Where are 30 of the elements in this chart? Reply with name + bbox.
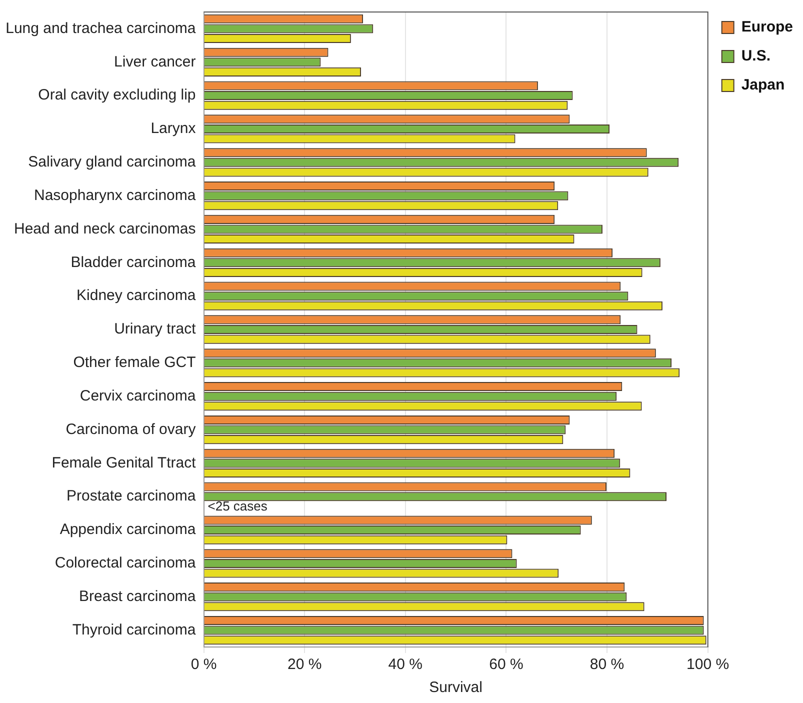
x-tick-label: 80 % bbox=[590, 656, 624, 674]
y-tick-label: Bladder carcinoma bbox=[70, 254, 196, 271]
x-tick-label: 20 % bbox=[287, 656, 322, 674]
y-tick-label: Kidney carcinoma bbox=[76, 287, 196, 304]
y-tick-label: Head and neck carcinomas bbox=[14, 220, 196, 238]
legend-label: Europe bbox=[741, 18, 794, 36]
y-tick-label: Salivary gland carcinoma bbox=[28, 154, 196, 171]
y-tick-label: Urinary tract bbox=[114, 320, 197, 338]
legend-label: Japan bbox=[741, 76, 785, 94]
y-tick-label: Oral cavity excluding lip bbox=[38, 86, 196, 104]
y-tick-label: Other female GCT bbox=[73, 354, 196, 372]
y-tick-label: Appendix carcinoma bbox=[60, 521, 196, 538]
x-tick-label: 60 % bbox=[489, 656, 524, 674]
y-tick-label: Prostate carcinoma bbox=[66, 488, 196, 505]
y-tick-label: Lung and trachea carcinoma bbox=[6, 20, 196, 37]
y-tick-label: Larynx bbox=[150, 120, 196, 138]
x-axis-title: Survival bbox=[429, 679, 482, 696]
x-tick-label: 0 % bbox=[190, 656, 217, 674]
y-tick-label: Thyroid carcinoma bbox=[72, 621, 196, 638]
y-tick-label: Carcinoma of ovary bbox=[66, 420, 196, 438]
legend-label: U.S. bbox=[741, 48, 771, 65]
y-tick-label: Liver cancer bbox=[114, 53, 196, 70]
annotation: <25 cases bbox=[208, 498, 268, 514]
y-tick-label: Female Genital Ttract bbox=[52, 454, 197, 472]
y-tick-label: Cervix carcinoma bbox=[80, 387, 196, 404]
x-tick-label: 100 % bbox=[686, 656, 730, 674]
x-tick-label: 40 % bbox=[388, 656, 422, 674]
y-tick-label: Nasopharynx carcinoma bbox=[34, 186, 196, 204]
y-tick-label: Breast carcinoma bbox=[79, 588, 196, 606]
y-tick-label: Colorectal carcinoma bbox=[54, 554, 196, 572]
